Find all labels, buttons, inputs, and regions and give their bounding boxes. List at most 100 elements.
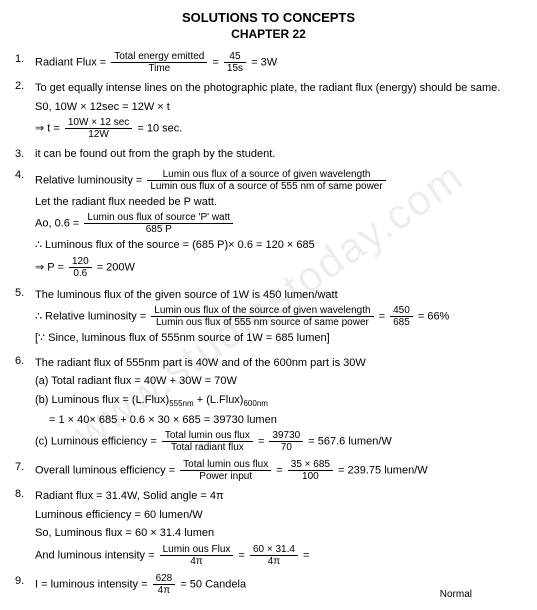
text: Overall luminous efficiency = [35,465,178,477]
fraction: 10W × 12 sec12W [65,117,132,140]
sub: 600nm [243,399,267,408]
title-sub: CHAPTER 22 [15,27,522,41]
problem-content: Radiant flux = 31.4W, Solid angle = 4π L… [35,486,522,569]
problem-4: 4. Relative luminousity = Lumin ous flux… [15,167,522,281]
text: = 10 sec. [137,122,182,134]
problem-7: 7. Overall luminous efficiency = Total l… [15,459,522,482]
text: = [212,56,221,68]
fraction: Total energy emittedTime [111,51,207,74]
numerator: 39730 [269,430,303,442]
text: ⇒ t = [35,122,63,134]
denominator: 685 P [84,224,233,235]
problem-1: 1. Radiant Flux = Total energy emittedTi… [15,51,522,74]
numerator: 628 [153,573,176,585]
text: So, Luminous flux = 60 × 31.4 lumen [35,525,522,542]
text: ⇒ P = [35,261,67,273]
text: I = luminous intensity = [35,578,151,590]
text: = 200W [97,261,135,273]
problem-5: 5. The luminous flux of the given source… [15,285,522,349]
denominator: 4π [153,585,176,596]
text: Ao, 0.6 = [35,217,82,229]
text: = [379,310,388,322]
problem-num: 3. [15,146,35,163]
problem-num: 9. [15,573,35,596]
numerator: 10W × 12 sec [65,117,132,129]
text: To get equally intense lines on the phot… [35,80,522,97]
text: = 66% [418,310,450,322]
fraction: Lumin ous Flux4π [160,544,234,567]
fraction: 60 × 31.44π [250,544,298,567]
text: = 50 Candela [180,578,246,590]
problem-num: 5. [15,285,35,349]
text: And luminous intensity = [35,549,158,561]
text: The radiant flux of 555nm part is 40W an… [35,355,522,372]
denominator: 4π [250,556,298,567]
problem-content: Radiant Flux = Total energy emittedTime … [35,51,522,74]
problem-2: 2. To get equally intense lines on the p… [15,78,522,142]
problem-6: 6. The radiant flux of 555nm part is 40W… [15,353,522,456]
text: (c) Luminous efficiency = Total lumin ou… [35,430,522,453]
text: (b) Luminous flux = (L.Flux)555nm + (L.F… [35,392,522,410]
denominator: 0.6 [69,268,92,279]
numerator: 450 [390,305,413,317]
denominator: 12W [65,129,132,140]
text: ∴ Relative luminosity = [35,310,149,322]
numerator: Lumin ous Flux [160,544,234,556]
problem-content: Relative luminousity = Lumin ous flux of… [35,167,522,281]
text: And luminous intensity = Lumin ous Flux4… [35,544,522,567]
numerator: Lumin ous flux of a source of given wave… [147,169,385,181]
fraction: Lumin ous flux of a source of given wave… [147,169,385,192]
fraction: Lumin ous flux of source 'P' watt685 P [84,212,233,235]
denominator: 4π [160,556,234,567]
fraction: Total lumin ous fluxPower input [180,459,271,482]
text: ⇒ P = 1200.6 = 200W [35,256,522,279]
numerator: Total energy emitted [111,51,207,63]
problem-content: The luminous flux of the given source of… [35,285,522,349]
text: S0, 10W × 12sec = 12W × t [35,99,522,116]
problem-content: To get equally intense lines on the phot… [35,78,522,142]
problem-8: 8. Radiant flux = 31.4W, Solid angle = 4… [15,486,522,569]
text: = 1 × 40× 685 + 0.6 × 30 × 685 = 39730 l… [49,412,522,429]
problem-num: 1. [15,51,35,74]
text: The luminous flux of the given source of… [35,287,522,304]
fraction: 4515s [224,51,246,74]
text: = 3W [251,56,277,68]
text: Ao, 0.6 = Lumin ous flux of source 'P' w… [35,212,522,235]
denominator: Lumin ous flux of a source of 555 nm of … [147,181,385,192]
problem-3: 3. it can be found out from the graph by… [15,146,522,163]
text: (a) Total radiant flux = 40W + 30W = 70W [35,373,522,390]
denominator: Lumin ous flux of 555 nm source of same … [151,317,373,328]
text: (c) Luminous efficiency = [35,436,160,448]
numerator: 45 [224,51,246,63]
denominator: 100 [288,471,333,482]
numerator: Lumin ous flux of the source of given wa… [151,305,373,317]
problem-num: 6. [15,353,35,456]
text: Relative luminousity = Lumin ous flux of… [35,169,522,192]
text: Relative luminousity = [35,174,145,186]
denominator: 685 [390,317,413,328]
text: = 239.75 lumen/W [338,465,428,477]
problem-content: Overall luminous efficiency = Total lumi… [35,459,522,482]
fraction: Total lumin ous fluxTotal radiant flux [162,430,253,453]
text: Radiant flux = 31.4W, Solid angle = 4π [35,488,522,505]
text: + (L.Flux) [194,394,244,406]
problem-content: The radiant flux of 555nm part is 40W an… [35,353,522,456]
problem-num: 2. [15,78,35,142]
numerator: Total lumin ous flux [162,430,253,442]
fraction: 1200.6 [69,256,92,279]
fraction: 35 × 685100 [288,459,333,482]
numerator: Total lumin ous flux [180,459,271,471]
normal-label: Normal [440,589,472,600]
text: = [238,549,247,561]
text: [∵ Since, luminous flux of 555nm source … [35,330,522,347]
problem-num: 8. [15,486,35,569]
numerator: 35 × 685 [288,459,333,471]
text: = 567.6 lumen/W [308,436,391,448]
numerator: Lumin ous flux of source 'P' watt [84,212,233,224]
text: (b) Luminous flux = (L.Flux) [35,394,169,406]
text: = [258,436,267,448]
text: ⇒ t = 10W × 12 sec12W = 10 sec. [35,117,522,140]
denominator: Time [111,63,207,74]
text: Luminous efficiency = 60 lumen/W [35,507,522,524]
sub: 555nm [169,399,193,408]
